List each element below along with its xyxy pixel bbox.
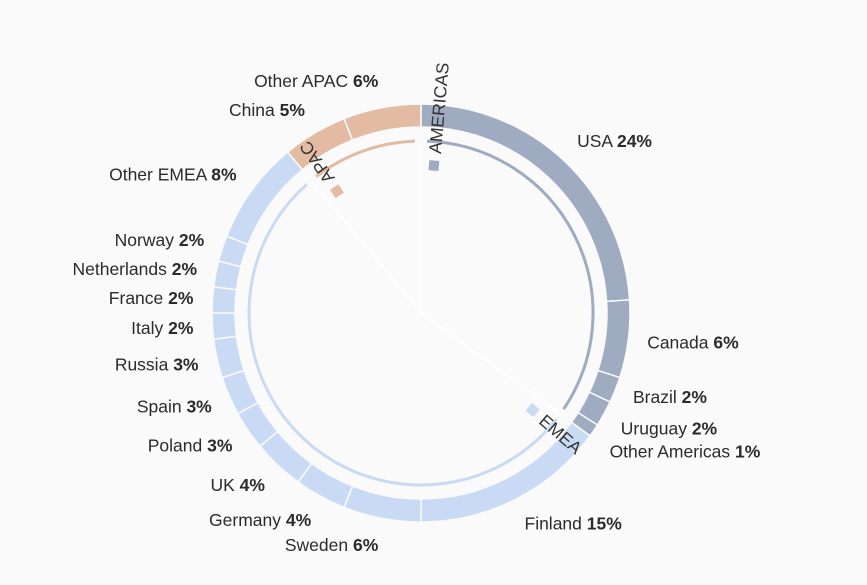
slice-name: Netherlands — [72, 259, 167, 279]
slice-label-spain: Spain 3% — [137, 397, 212, 417]
slice-label-netherlands: Netherlands 2% — [72, 259, 197, 279]
slice-name: France — [109, 288, 163, 308]
group-marker — [525, 403, 540, 418]
slice-name: UK — [210, 475, 235, 495]
slice-value: 6% — [353, 535, 379, 555]
slice-name: Other Americas — [610, 442, 731, 462]
slice-value: 6% — [353, 71, 379, 91]
slice-label-brazil: Brazil 2% — [633, 387, 707, 407]
slice-name: Norway — [115, 230, 175, 250]
slice-value: 1% — [735, 442, 761, 462]
group-arc-emea — [247, 183, 558, 487]
slice-label-canada: Canada 6% — [647, 333, 739, 353]
slice-value: 2% — [168, 318, 194, 338]
slice-name: Canada — [647, 333, 709, 353]
slice-label-italy: Italy 2% — [131, 318, 194, 338]
group-marker — [428, 160, 440, 171]
group-dividers — [312, 143, 559, 414]
slice-value: 3% — [207, 436, 233, 456]
slice-name: Italy — [131, 318, 163, 338]
slice-name: Spain — [137, 397, 182, 417]
slice-value: 15% — [587, 513, 622, 533]
group-marker — [330, 184, 344, 199]
slice-value: 3% — [186, 397, 212, 417]
slice-label-other-emea: Other EMEA 8% — [109, 164, 237, 184]
slice-label-germany: Germany 4% — [209, 510, 312, 530]
slice-label-china: China 5% — [229, 100, 305, 120]
slice-value: 3% — [173, 354, 199, 374]
slice-russia[interactable] — [212, 335, 246, 379]
slice-value: 8% — [211, 164, 237, 184]
group-divider — [312, 181, 422, 314]
slice-value: 2% — [172, 259, 198, 279]
slice-label-other-apac: Other APAC 6% — [254, 71, 379, 91]
slice-name: Brazil — [633, 387, 677, 407]
group-arc-apac — [315, 139, 416, 178]
slice-label-russia: Russia 3% — [115, 354, 199, 374]
group-arc-americas — [426, 139, 595, 411]
slice-italy[interactable] — [211, 312, 238, 341]
slice-labels: USA 24%Canada 6%Brazil 2%Uruguay 2%Other… — [72, 71, 760, 555]
group-name: AMERICAS — [425, 62, 453, 155]
slice-value: 2% — [179, 230, 205, 250]
slice-value: 24% — [617, 131, 652, 151]
slice-france[interactable] — [211, 285, 238, 314]
slice-label-poland: Poland 3% — [148, 436, 233, 456]
slice-other-apac[interactable] — [343, 103, 422, 142]
slice-name: Other EMEA — [109, 164, 208, 184]
slice-label-norway: Norway 2% — [115, 230, 205, 250]
slice-value: 4% — [240, 475, 266, 495]
slice-value: 2% — [682, 387, 708, 407]
slice-value: 5% — [280, 100, 306, 120]
slice-name: Germany — [209, 510, 281, 530]
slice-value: 4% — [286, 510, 312, 530]
group-divider — [420, 312, 559, 414]
slice-name: Uruguay — [621, 419, 687, 439]
slice-name: Sweden — [285, 535, 348, 555]
slice-label-france: France 2% — [109, 288, 194, 308]
slice-label-uruguay: Uruguay 2% — [621, 419, 718, 439]
slice-canada[interactable] — [596, 299, 631, 379]
slice-ring — [211, 103, 631, 523]
slice-label-other-americas: Other Americas 1% — [610, 442, 761, 462]
slice-name: Poland — [148, 436, 203, 456]
slice-sweden[interactable] — [343, 484, 422, 523]
slice-label-usa: USA 24% — [577, 131, 652, 151]
slice-name: Finland — [525, 513, 582, 533]
slice-label-finland: Finland 15% — [525, 513, 623, 533]
slice-name: USA — [577, 131, 613, 151]
slice-name: Other APAC — [254, 71, 348, 91]
slice-label-uk: UK 4% — [210, 475, 265, 495]
slice-name: Russia — [115, 354, 169, 374]
slice-value: 2% — [168, 288, 194, 308]
slice-value: 2% — [692, 419, 718, 439]
group-arcs — [247, 139, 595, 487]
slice-value: 6% — [713, 333, 739, 353]
slice-name: China — [229, 100, 275, 120]
slice-label-sweden: Sweden 6% — [285, 535, 379, 555]
